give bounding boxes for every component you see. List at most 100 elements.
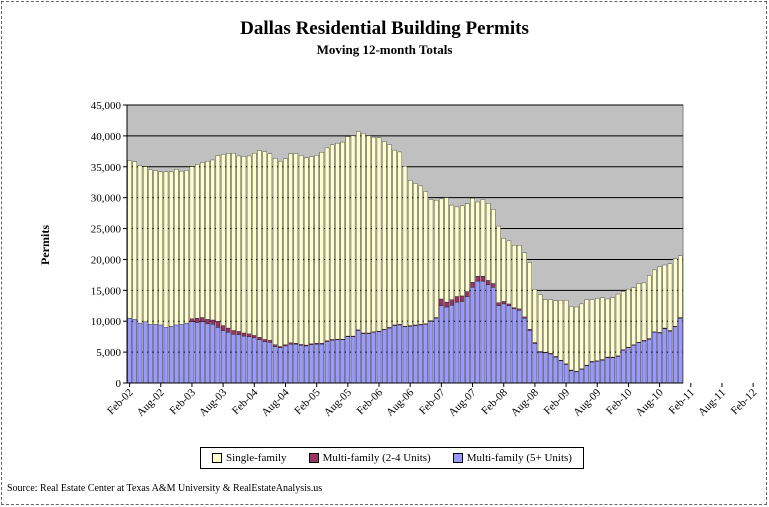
bar-segment bbox=[439, 298, 444, 306]
bar-segment bbox=[428, 321, 434, 384]
bar-segment bbox=[621, 291, 626, 350]
bar-segment bbox=[621, 350, 626, 384]
bar-segment bbox=[433, 199, 439, 318]
y-tick-label: 10,000 bbox=[91, 316, 122, 328]
bar-segment bbox=[387, 144, 392, 328]
bar-segment bbox=[288, 153, 293, 343]
bar-segment bbox=[127, 160, 132, 319]
bar-segment bbox=[626, 288, 631, 348]
bar-segment bbox=[647, 275, 652, 339]
bar-segment bbox=[449, 305, 454, 384]
bar-segment bbox=[584, 299, 590, 366]
bar-segment bbox=[454, 301, 460, 384]
y-tick-label: 40,000 bbox=[91, 131, 122, 143]
bar-segment bbox=[189, 166, 195, 319]
bar-segment bbox=[200, 321, 205, 384]
bar-segment bbox=[543, 352, 548, 384]
bar-segment bbox=[553, 356, 558, 384]
bar-segment bbox=[184, 322, 189, 384]
bar-segment bbox=[459, 295, 465, 302]
bar-segment bbox=[293, 153, 299, 344]
bar-segment bbox=[459, 301, 465, 384]
bar-segment bbox=[314, 155, 319, 344]
bar-segment bbox=[215, 327, 221, 384]
y-tick-label: 25,000 bbox=[91, 224, 122, 236]
bar-segment bbox=[246, 333, 252, 337]
bar-segment bbox=[283, 158, 288, 345]
bar-segment bbox=[595, 298, 600, 361]
y-tick-label: 35,000 bbox=[91, 162, 122, 174]
bar-segment bbox=[350, 336, 356, 384]
x-tick-label: Feb-04 bbox=[230, 386, 261, 417]
bar-segment bbox=[615, 293, 621, 356]
bar-segment bbox=[475, 280, 480, 384]
bar-segment bbox=[465, 296, 470, 384]
bar-segment bbox=[673, 258, 678, 327]
bar-segment bbox=[298, 345, 304, 384]
bar-segment bbox=[345, 336, 351, 384]
bar-segment bbox=[241, 156, 247, 334]
bar-segment bbox=[194, 164, 200, 319]
legend-swatch-multi-2-4 bbox=[308, 453, 319, 463]
bar-segment bbox=[657, 332, 662, 384]
bar-segment bbox=[168, 171, 174, 327]
bar-segment bbox=[433, 317, 439, 384]
bar-segment bbox=[459, 205, 465, 297]
bar-segment bbox=[423, 324, 428, 384]
bar-segment bbox=[148, 324, 153, 384]
bar-segment bbox=[501, 301, 506, 305]
legend-item-single-family: Single-family bbox=[212, 452, 287, 464]
bar-segment bbox=[241, 332, 247, 337]
bar-segment bbox=[428, 199, 434, 321]
bar-segment bbox=[205, 323, 210, 384]
bar-segment bbox=[153, 170, 158, 325]
bar-segment bbox=[304, 345, 309, 384]
bar-segment bbox=[584, 365, 590, 384]
bar-segment bbox=[496, 225, 501, 303]
bar-segment bbox=[532, 289, 538, 343]
bar-segment bbox=[382, 329, 387, 384]
bar-segment bbox=[371, 136, 376, 332]
bar-segment bbox=[231, 334, 236, 384]
x-tick-label: Aug-10 bbox=[633, 386, 666, 419]
bar-segment bbox=[511, 307, 517, 310]
bar-segment bbox=[527, 329, 532, 331]
bar-segment bbox=[210, 159, 215, 321]
bar-segment bbox=[220, 154, 226, 326]
bar-stack-group bbox=[127, 131, 683, 384]
bar-segment bbox=[553, 300, 558, 357]
legend: Single-family Multi-family (2-4 Units) M… bbox=[200, 447, 584, 469]
bar-segment bbox=[137, 322, 143, 384]
bar-segment bbox=[361, 133, 366, 334]
bar-segment bbox=[543, 299, 548, 353]
legend-swatch-single-family bbox=[212, 453, 223, 463]
bar-segment bbox=[132, 319, 137, 384]
bar-segment bbox=[267, 340, 273, 343]
bar-segment bbox=[418, 324, 423, 384]
x-tick-label: Feb-09 bbox=[542, 386, 573, 417]
x-tick-label: Feb-10 bbox=[604, 386, 635, 417]
bar-segment bbox=[330, 144, 335, 340]
bar-segment bbox=[652, 332, 657, 384]
bar-segment bbox=[501, 303, 506, 384]
bar-segment bbox=[522, 316, 527, 319]
bar-segment bbox=[189, 318, 195, 322]
bar-segment bbox=[563, 364, 569, 384]
bar-segment bbox=[605, 298, 610, 358]
bar-segment bbox=[418, 185, 423, 325]
bar-segment bbox=[496, 302, 501, 306]
legend-item-multi-5plus: Multi-family (5+ Units) bbox=[452, 452, 572, 464]
bar-segment bbox=[288, 342, 293, 345]
bar-segment bbox=[371, 332, 376, 384]
bar-segment bbox=[153, 324, 158, 384]
bar-segment bbox=[210, 324, 215, 384]
bar-segment bbox=[215, 155, 221, 322]
bar-segment bbox=[454, 206, 460, 297]
bar-segment bbox=[537, 351, 543, 384]
bar-segment bbox=[517, 309, 522, 384]
bar-segment bbox=[272, 157, 278, 345]
bar-segment bbox=[610, 297, 616, 358]
bar-segment bbox=[589, 361, 595, 384]
bar-segment bbox=[470, 287, 475, 384]
x-tick-label: Aug-11 bbox=[696, 387, 728, 419]
